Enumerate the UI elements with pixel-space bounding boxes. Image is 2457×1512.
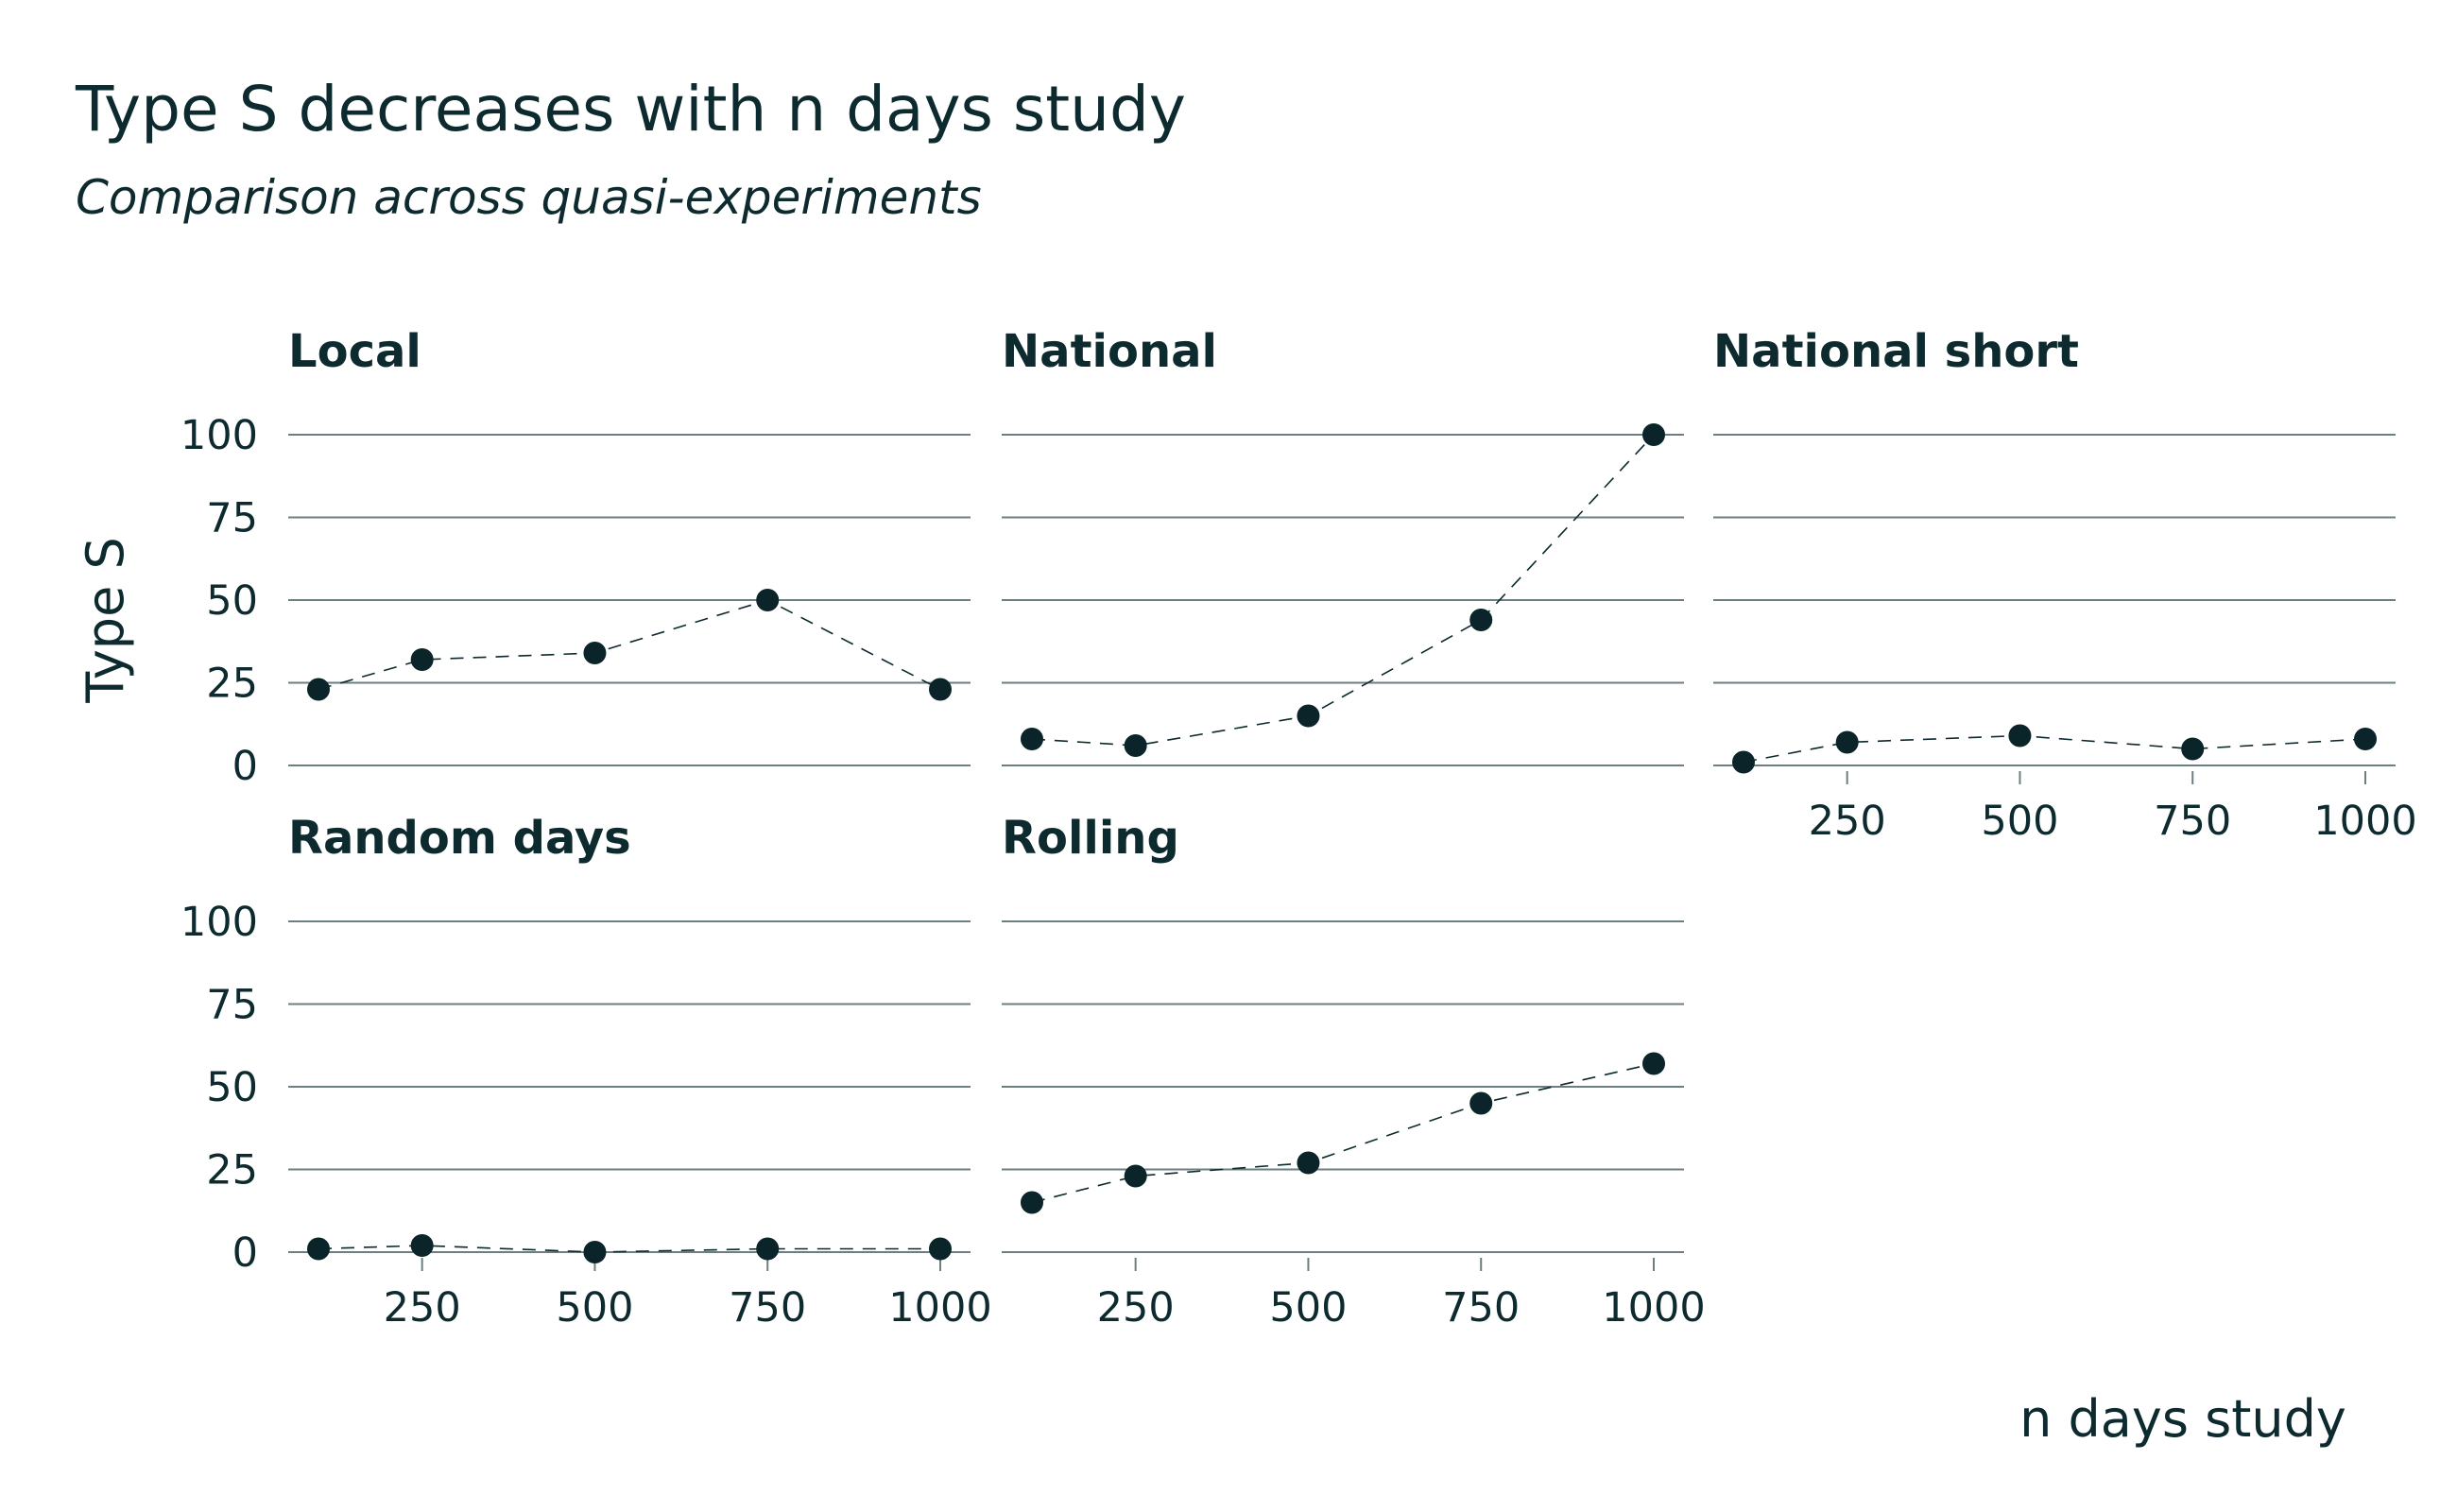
series-line-local bbox=[318, 599, 941, 691]
y-tick-label: 100 bbox=[180, 412, 258, 459]
chart-subtitle: Comparison across quasi-experiments bbox=[76, 170, 982, 225]
data-point bbox=[1469, 1091, 1493, 1115]
panel-random-days: Random days 0 25 50 75 100 250 500 750 1000 bbox=[180, 812, 992, 1332]
panel-national: National bbox=[1002, 325, 1684, 766]
chart-title: Type S decreases with n days study bbox=[75, 73, 1186, 146]
facet-label-local: Local bbox=[288, 325, 421, 378]
panel-national-short: National short 250 500 750 1000 bbox=[1713, 325, 2417, 845]
x-tick-label: 250 bbox=[384, 1284, 461, 1332]
y-tick-label: 25 bbox=[206, 661, 258, 708]
y-tick-label: 50 bbox=[206, 577, 258, 625]
x-tick-label: 750 bbox=[1442, 1284, 1520, 1332]
data-point bbox=[307, 1237, 330, 1261]
data-point bbox=[756, 589, 780, 611]
data-point bbox=[1124, 734, 1147, 757]
x-tick-label: 750 bbox=[729, 1284, 806, 1332]
data-point bbox=[1297, 1151, 1320, 1175]
data-point bbox=[1124, 1164, 1147, 1188]
y-tick-label: 75 bbox=[206, 982, 258, 1029]
panel-rolling: Rolling 250 500 750 1000 bbox=[1002, 812, 1706, 1332]
x-tick-label: 1000 bbox=[1602, 1284, 1705, 1332]
x-axis-title: n days study bbox=[2019, 1389, 2346, 1449]
x-tick-label: 250 bbox=[1809, 798, 1886, 845]
facet-label-national: National bbox=[1002, 325, 1217, 378]
facet-label-random-days: Random days bbox=[288, 812, 631, 865]
data-point bbox=[1642, 423, 1665, 446]
x-tick-label: 500 bbox=[1981, 798, 2058, 845]
data-point bbox=[1835, 730, 1859, 754]
y-tick-label: 100 bbox=[180, 899, 258, 946]
facet-label-national-short: National short bbox=[1713, 325, 2079, 378]
x-tick-label: 750 bbox=[2154, 798, 2231, 845]
data-point bbox=[1732, 750, 1755, 774]
data-point bbox=[2008, 724, 2032, 747]
x-tick-label: 250 bbox=[1097, 1284, 1175, 1332]
y-tick-label: 25 bbox=[206, 1147, 258, 1194]
data-point bbox=[2354, 728, 2377, 750]
series-line-rolling bbox=[1031, 1062, 1655, 1204]
data-point bbox=[929, 1237, 952, 1261]
panel-local: Local 0 25 50 75 100 bbox=[180, 325, 971, 790]
x-tick-label: 1000 bbox=[888, 1284, 991, 1332]
data-point bbox=[410, 1234, 434, 1257]
x-tick-label: 500 bbox=[1269, 1284, 1347, 1332]
y-tick-label: 75 bbox=[206, 495, 258, 542]
x-tick-label: 500 bbox=[556, 1284, 633, 1332]
data-point bbox=[1021, 728, 1043, 750]
x-tick-label: 1000 bbox=[2313, 798, 2416, 845]
data-point bbox=[1642, 1052, 1665, 1075]
data-point bbox=[583, 642, 607, 664]
data-point bbox=[410, 648, 434, 671]
y-tick-label: 0 bbox=[232, 743, 258, 790]
y-tick-label: 50 bbox=[206, 1064, 258, 1111]
data-point bbox=[307, 678, 330, 701]
series-line-national bbox=[1031, 434, 1655, 747]
data-point bbox=[929, 678, 952, 701]
data-point bbox=[2181, 737, 2205, 761]
data-point bbox=[583, 1241, 607, 1263]
data-point bbox=[1469, 609, 1493, 631]
data-point bbox=[1021, 1191, 1043, 1214]
data-point bbox=[756, 1237, 780, 1261]
facet-label-rolling: Rolling bbox=[1002, 812, 1179, 865]
y-tick-label: 0 bbox=[232, 1229, 258, 1277]
data-point bbox=[1297, 704, 1320, 728]
y-axis-title: Type S bbox=[76, 537, 135, 703]
